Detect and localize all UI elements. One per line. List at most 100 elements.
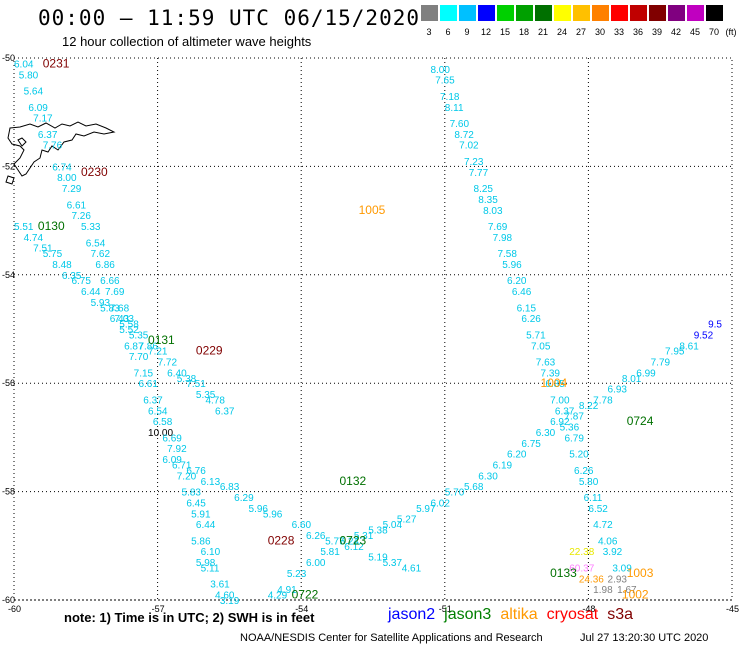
wave-height-value: 6.75 bbox=[521, 439, 541, 450]
wave-height-value: 6.30 bbox=[478, 471, 498, 482]
wave-height-value: 6.37 bbox=[143, 395, 163, 406]
legend-swatch bbox=[440, 5, 457, 21]
legend-label: 33 bbox=[613, 27, 624, 37]
wave-height-value: 6.26 bbox=[521, 314, 541, 325]
wave-height-value: 6.52 bbox=[588, 504, 608, 515]
wave-height-value: 3.19 bbox=[220, 596, 240, 607]
wave-height-value: 6.30 bbox=[536, 428, 556, 439]
wave-height-value: 5.77 bbox=[325, 536, 345, 547]
wave-height-value: 7.68 bbox=[110, 303, 130, 314]
wave-height-value: 9.5 bbox=[708, 320, 722, 331]
lat-tick-label: -56 bbox=[2, 378, 15, 388]
wave-height-value: 9.52 bbox=[694, 330, 714, 341]
wave-height-value: 6.43 bbox=[110, 314, 130, 325]
wave-height-value: 7.69 bbox=[488, 222, 508, 233]
pass-time-label: 1002 bbox=[622, 588, 649, 602]
wave-height-value: 4.78 bbox=[205, 395, 225, 406]
wave-height-value: 6.20 bbox=[507, 276, 527, 287]
wave-height-value: 6.29 bbox=[234, 493, 254, 504]
pass-time-label: 0228 bbox=[268, 533, 295, 547]
wave-height-value: 5.98 bbox=[196, 558, 216, 569]
legend-label: 24 bbox=[556, 27, 567, 37]
wave-height-value: 5.86 bbox=[191, 536, 211, 547]
wave-height-value: 6.92 bbox=[550, 417, 570, 428]
legend-label: 18 bbox=[518, 27, 529, 37]
legend-swatch bbox=[611, 5, 628, 21]
wave-height-value: 6.45 bbox=[186, 498, 206, 509]
legend-swatch bbox=[535, 5, 552, 21]
wave-height-value: 7.58 bbox=[497, 249, 517, 260]
wave-height-value: 7.17 bbox=[33, 114, 53, 125]
wave-height-value: 6.93 bbox=[608, 385, 628, 396]
wave-height-value: 5.75 bbox=[43, 249, 63, 260]
wave-height-value: 7.63 bbox=[536, 358, 556, 369]
wave-height-value: 6.75 bbox=[71, 276, 91, 287]
map-title: 00:00 – 11:59 UTC 06/15/2020 bbox=[38, 6, 421, 30]
wave-height-value: 5.81 bbox=[320, 547, 340, 558]
wave-height-value: 8.00 bbox=[57, 173, 77, 184]
wave-height-value: 7.65 bbox=[435, 76, 455, 87]
legend-swatch bbox=[554, 5, 571, 21]
legend-label: 39 bbox=[651, 27, 662, 37]
wave-height-value: 7.51 bbox=[186, 379, 206, 390]
wave-height-value: 6.66 bbox=[100, 276, 120, 287]
wave-height-value: 6.10 bbox=[201, 547, 221, 558]
wave-height-value: 7.21 bbox=[148, 347, 168, 358]
wave-height-value: 7.15 bbox=[134, 368, 154, 379]
wave-height-value: 7.23 bbox=[464, 157, 484, 168]
wave-height-value: 4.29 bbox=[268, 591, 288, 602]
legend-label: 30 bbox=[594, 27, 605, 37]
lat-tick-label: -54 bbox=[2, 270, 15, 280]
wave-height-value: 7.03 bbox=[115, 314, 135, 325]
map-subtitle: 12 hour collection of altimeter wave hei… bbox=[62, 34, 312, 49]
wave-height-value: 7.76 bbox=[43, 141, 63, 152]
wave-height-value: 6.61 bbox=[138, 379, 158, 390]
lat-tick-label: -52 bbox=[2, 161, 15, 171]
wave-height-value: 5.19 bbox=[368, 553, 388, 564]
legend-label: 42 bbox=[670, 27, 681, 37]
wave-height-value: 8.03 bbox=[483, 206, 503, 217]
wave-height-value: 3.61 bbox=[210, 580, 230, 591]
satellite-name: cryosat bbox=[546, 606, 599, 623]
legend-label: 6 bbox=[445, 27, 451, 37]
footer-note: note: 1) Time is in UTC; 2) SWH is in fe… bbox=[64, 610, 315, 625]
wave-height-value: 7.20 bbox=[177, 471, 197, 482]
wave-height-value: 8.11 bbox=[445, 103, 464, 114]
wave-height-value: 6.61 bbox=[67, 200, 87, 211]
wave-height-value: 6.60 bbox=[292, 520, 312, 531]
wave-height-value: 24.36 bbox=[579, 574, 604, 585]
wave-height-value: 7.05 bbox=[531, 341, 551, 352]
pass-time-label: 0724 bbox=[627, 414, 654, 428]
lat-tick-label: -58 bbox=[2, 487, 15, 497]
legend-swatch bbox=[668, 5, 685, 21]
wave-height-value: 6.54 bbox=[86, 238, 106, 249]
pass-time-label: 0133 bbox=[550, 566, 577, 580]
wave-height-value: 6.35 bbox=[62, 271, 82, 282]
wave-height-value: 6.20 bbox=[507, 450, 527, 461]
legend-swatch bbox=[421, 5, 438, 21]
pass-time-label: 0132 bbox=[339, 474, 366, 488]
legend-swatch bbox=[497, 5, 514, 21]
wave-height-value: 6.79 bbox=[564, 433, 584, 444]
wave-height-value: 7.02 bbox=[459, 141, 479, 152]
wave-height-value: 5.96 bbox=[249, 504, 269, 515]
wave-height-value: 7.39 bbox=[541, 368, 561, 379]
wave-height-value: 8.72 bbox=[454, 130, 474, 141]
wave-height-value: 5.04 bbox=[383, 520, 403, 531]
legend-swatch bbox=[573, 5, 590, 21]
wave-height-value: 7.00 bbox=[550, 395, 570, 406]
legend-swatch bbox=[630, 5, 647, 21]
wave-height-value: 7.72 bbox=[158, 358, 178, 369]
legend-swatch bbox=[478, 5, 495, 21]
wave-height-value: 6.09 bbox=[28, 103, 48, 114]
wave-height-value: 6.00 bbox=[306, 558, 326, 569]
wave-height-value: 4.74 bbox=[24, 233, 44, 244]
pass-time-label: 0229 bbox=[196, 344, 223, 358]
wave-height-value: 5.96 bbox=[502, 260, 522, 271]
legend-label: 3 bbox=[426, 27, 432, 37]
wave-height-value: 5.91 bbox=[191, 509, 211, 520]
wave-height-value: 5.64 bbox=[24, 87, 44, 98]
lon-tick-label: -60 bbox=[8, 604, 21, 614]
wave-height-value: 5.58 bbox=[119, 320, 139, 331]
